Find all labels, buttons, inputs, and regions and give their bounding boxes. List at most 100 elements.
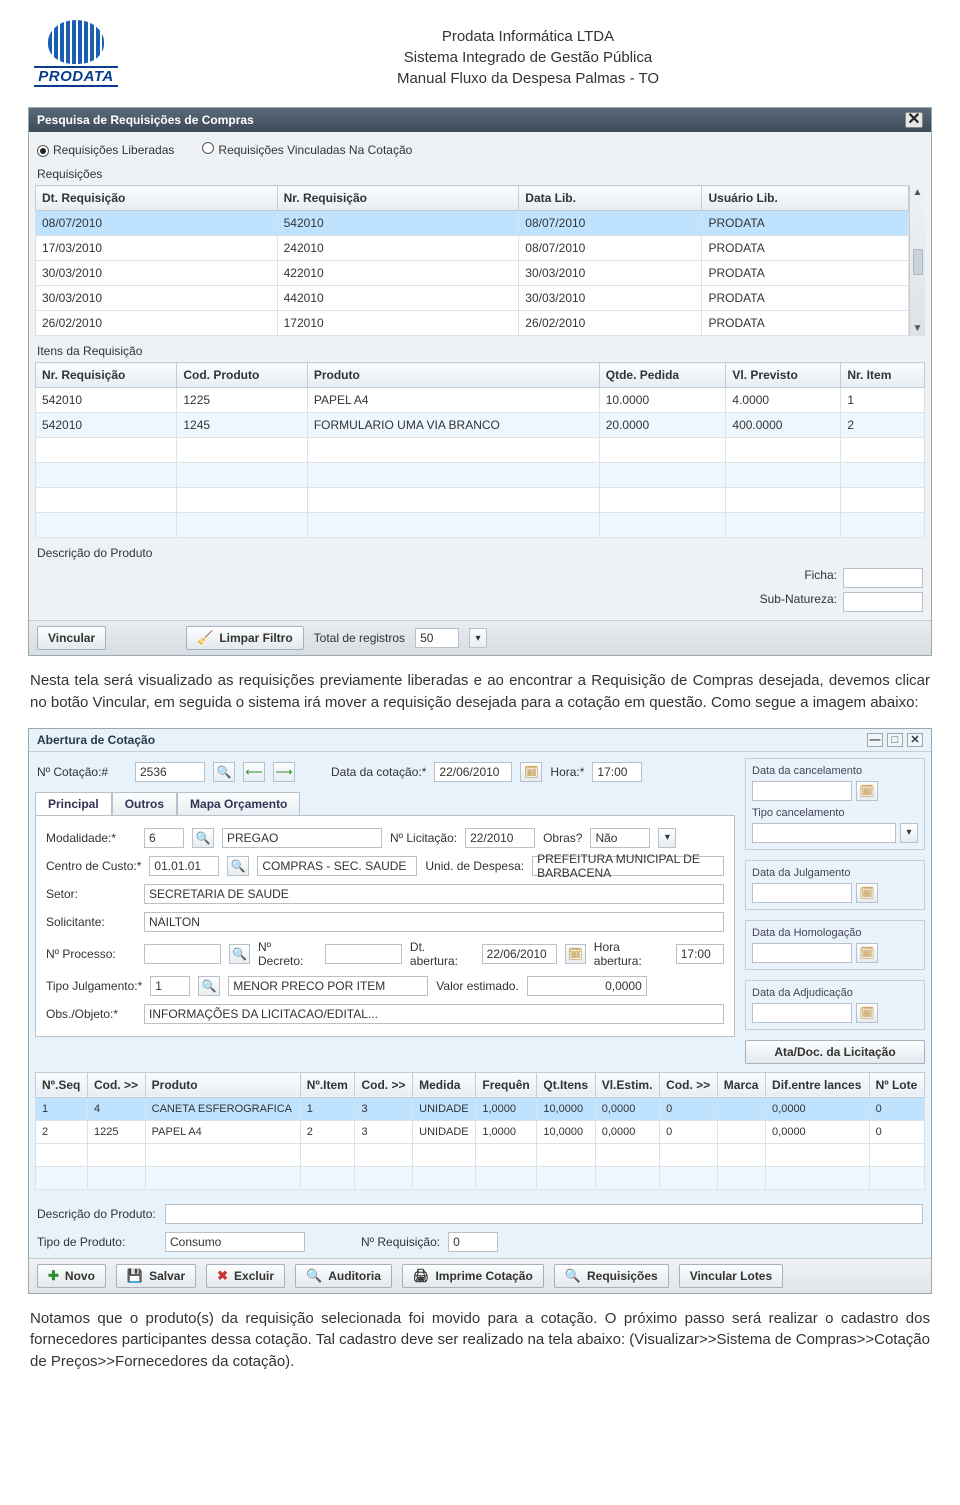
unid-label: Unid. de Despesa: — [425, 859, 524, 873]
data-julgamento-label: Data da Julgamento — [752, 867, 918, 879]
table-row — [36, 1166, 925, 1189]
obras-select[interactable]: Não — [590, 828, 650, 848]
cell: PAPEL A4 — [145, 1120, 300, 1143]
setor-txt: SECRETARIA DE SAUDE — [144, 884, 724, 904]
table-row[interactable]: 30/03/201042201030/03/2010PRODATA — [36, 261, 909, 286]
calendar-icon[interactable]: 🗓 — [856, 943, 878, 963]
table-row[interactable]: 08/07/201054201008/07/2010PRODATA — [36, 211, 909, 236]
search-icon[interactable]: 🔍 — [198, 976, 220, 996]
section-itens-label: Itens da Requisição — [35, 342, 925, 362]
cell: 0 — [660, 1097, 718, 1120]
next-icon[interactable]: ⟶ — [273, 762, 295, 782]
data-homologacao-input[interactable] — [752, 943, 852, 963]
salvar-button[interactable]: 💾Salvar — [116, 1264, 196, 1288]
search-icon[interactable]: 🔍 — [213, 762, 235, 782]
hora-input[interactable]: 17:00 — [592, 762, 642, 782]
cell: 0,0000 — [595, 1120, 659, 1143]
tab-principal[interactable]: Principal — [35, 792, 112, 815]
centro-cod-input[interactable]: 01.01.01 — [149, 856, 219, 876]
search-icon[interactable]: 🔍 — [227, 856, 249, 876]
calendar-icon[interactable]: 🗓 — [856, 781, 878, 801]
table-row[interactable]: 21225PAPEL A423UNIDADE1,000010,00000,000… — [36, 1120, 925, 1143]
data-adjudicacao-label: Data da Adjudicação — [752, 987, 918, 999]
search-icon[interactable]: 🔍 — [229, 944, 250, 964]
close-icon[interactable]: ✕ — [907, 733, 923, 747]
scroll-thumb[interactable] — [913, 249, 923, 275]
tipo-cancelamento-select[interactable] — [752, 823, 896, 843]
cell: 2 — [36, 1120, 88, 1143]
col-header: Cod. >> — [355, 1072, 413, 1097]
total-dropdown-icon[interactable]: ▾ — [469, 628, 487, 648]
table-row[interactable]: 5420101225PAPEL A410.00004.00001 — [36, 388, 925, 413]
data-cotacao-input[interactable]: 22/06/2010 — [434, 762, 512, 782]
calendar-icon[interactable]: 🗓 — [856, 1003, 878, 1023]
vincular-lotes-button[interactable]: Vincular Lotes — [679, 1264, 783, 1288]
dt-abertura-label: Dt. abertura: — [410, 940, 474, 968]
table-row — [36, 1143, 925, 1166]
dt-abertura-input[interactable]: 22/06/2010 — [482, 944, 557, 964]
tab-outros[interactable]: Outros — [112, 792, 177, 815]
subnatureza-input[interactable] — [843, 592, 923, 612]
no-licitacao-input[interactable]: 22/2010 — [465, 828, 535, 848]
total-registros-label: Total de registros — [314, 631, 405, 645]
hora-abertura-input[interactable]: 17:00 — [676, 944, 724, 964]
vincular-button[interactable]: Vincular — [37, 626, 106, 650]
chevron-down-icon[interactable]: ▾ — [900, 823, 918, 843]
descricao-produto-input[interactable] — [165, 1204, 923, 1224]
maximize-icon[interactable]: □ — [887, 733, 903, 747]
scroll-down-icon[interactable]: ▼ — [913, 321, 923, 336]
cell: 442010 — [277, 286, 519, 311]
no-cotacao-input[interactable]: 2536 — [135, 762, 205, 782]
obras-label: Obras? — [543, 831, 582, 845]
ata-doc-button[interactable]: Ata/Doc. da Licitação — [745, 1040, 925, 1064]
table-row[interactable]: 26/02/201017201026/02/2010PRODATA — [36, 311, 909, 336]
total-registros-value: 50 — [415, 628, 459, 648]
calendar-icon[interactable]: 🗓 — [520, 762, 542, 782]
ficha-input[interactable] — [843, 568, 923, 588]
col-header: Vl.Estim. — [595, 1072, 659, 1097]
data-adjudicacao-input[interactable] — [752, 1003, 852, 1023]
table-row[interactable]: 30/03/201044201030/03/2010PRODATA — [36, 286, 909, 311]
close-icon[interactable]: ✕ — [905, 112, 923, 128]
side-panel: Data da cancelamento 🗓 Tipo cancelamento… — [745, 758, 925, 1064]
excluir-button[interactable]: ✖Excluir — [206, 1264, 285, 1288]
tipo-julg-cod-input[interactable]: 1 — [150, 976, 190, 996]
cell: 0 — [869, 1120, 924, 1143]
radio-liberadas[interactable]: Requisições Liberadas — [37, 143, 174, 157]
doc-titles: Prodata Informática LTDA Sistema Integra… — [124, 26, 932, 89]
cell: 10,0000 — [537, 1120, 595, 1143]
col-header: Vl. Previsto — [726, 363, 841, 388]
no-processo-input[interactable] — [144, 944, 221, 964]
obs-input[interactable]: INFORMAÇÕES DA LICITACAO/EDITAL... — [144, 1004, 724, 1024]
search-icon[interactable]: 🔍 — [192, 828, 214, 848]
tab-mapa[interactable]: Mapa Orçamento — [177, 792, 300, 815]
data-julgamento-input[interactable] — [752, 883, 852, 903]
no-requisicao-label: Nº Requisição: — [361, 1235, 440, 1249]
data-cancelamento-input[interactable] — [752, 781, 852, 801]
prev-icon[interactable]: ⟵ — [243, 762, 265, 782]
table-row[interactable]: 14CANETA ESFEROGRAFICA13UNIDADE1,000010,… — [36, 1097, 925, 1120]
valor-est-input[interactable]: 0,0000 — [527, 976, 647, 996]
modalidade-cod-input[interactable]: 6 — [144, 828, 184, 848]
table-row[interactable]: 17/03/201024201008/07/2010PRODATA — [36, 236, 909, 261]
radio-vinculadas[interactable]: Requisições Vinculadas Na Cotação — [202, 142, 412, 157]
auditoria-button[interactable]: 🔍Auditoria — [295, 1264, 392, 1288]
table-row[interactable]: 5420101245FORMULARIO UMA VIA BRANCO20.00… — [36, 413, 925, 438]
imprime-cotacao-button[interactable]: 🖨Imprime Cotação — [402, 1264, 544, 1288]
novo-button[interactable]: ✚Novo — [37, 1264, 106, 1288]
window-abertura-cotacao: Abertura de Cotação — □ ✕ Nº Cotação:# 2… — [28, 728, 932, 1294]
chevron-down-icon[interactable]: ▾ — [658, 828, 676, 848]
requisicoes-button[interactable]: 🔍Requisições — [554, 1264, 669, 1288]
calendar-icon[interactable]: 🗓 — [565, 944, 586, 964]
no-cotacao-label: Nº Cotação:# — [37, 765, 127, 779]
cell: 422010 — [277, 261, 519, 286]
cell: 30/03/2010 — [36, 261, 278, 286]
tabs: Principal Outros Mapa Orçamento — [35, 792, 735, 815]
scroll-up-icon[interactable]: ▲ — [913, 185, 923, 200]
limpar-filtro-button[interactable]: 🧹Limpar Filtro — [186, 626, 304, 650]
no-decreto-input[interactable] — [325, 944, 402, 964]
cell: 1245 — [177, 413, 308, 438]
calendar-icon[interactable]: 🗓 — [856, 883, 878, 903]
minimize-icon[interactable]: — — [867, 733, 883, 747]
scrollbar[interactable]: ▲ ▼ — [909, 185, 925, 336]
